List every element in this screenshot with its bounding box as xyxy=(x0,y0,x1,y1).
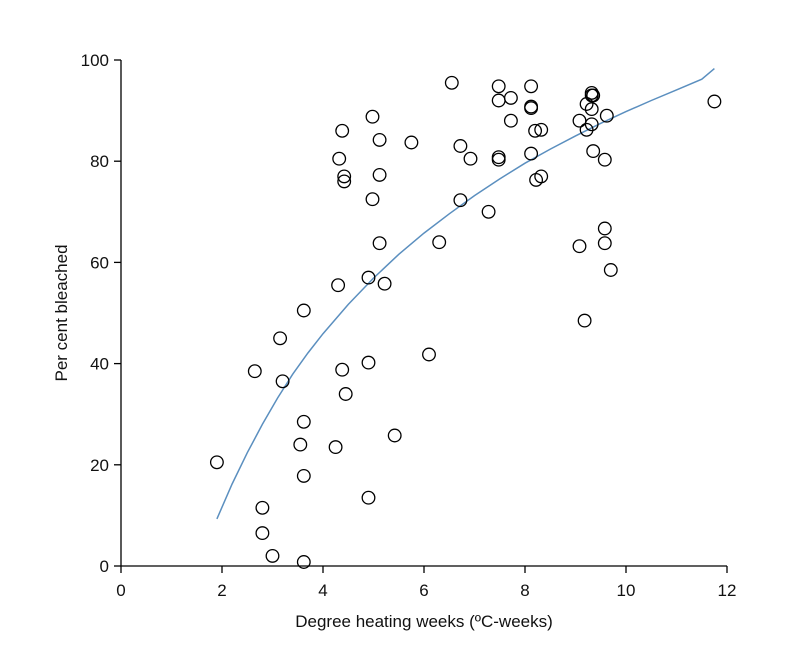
data-point xyxy=(577,313,592,328)
data-point xyxy=(337,169,352,184)
data-point xyxy=(453,139,468,153)
data-point xyxy=(586,144,601,159)
data-point xyxy=(331,278,346,293)
data-point xyxy=(332,151,347,166)
data-point xyxy=(255,500,270,515)
data-points xyxy=(209,75,722,569)
data-point xyxy=(361,355,376,370)
data-point xyxy=(365,109,380,124)
data-point xyxy=(338,387,353,401)
axes: 0 2 4 6 8 10 12 0 20 40 60 80 100 xyxy=(81,51,737,600)
data-point xyxy=(572,239,587,254)
data-point xyxy=(247,364,262,379)
data-point xyxy=(372,236,387,251)
data-point xyxy=(296,303,311,318)
data-point xyxy=(579,97,594,111)
data-point xyxy=(335,362,350,377)
data-point xyxy=(444,75,459,90)
data-point xyxy=(265,548,280,563)
data-point xyxy=(432,235,447,250)
data-point xyxy=(534,169,549,184)
data-point xyxy=(387,428,402,443)
data-point xyxy=(503,90,518,105)
data-point xyxy=(328,440,343,455)
data-point xyxy=(597,221,612,236)
x-tick-label: 4 xyxy=(318,581,327,600)
data-point xyxy=(255,526,270,541)
data-point xyxy=(707,94,722,109)
data-point xyxy=(491,93,506,108)
data-point xyxy=(524,101,539,116)
x-tick-label: 8 xyxy=(520,581,529,600)
data-point xyxy=(275,374,290,389)
data-point xyxy=(534,122,549,137)
y-tick-label: 100 xyxy=(81,51,109,70)
data-point xyxy=(293,437,308,452)
data-point xyxy=(372,132,387,147)
data-point xyxy=(404,135,419,150)
data-point xyxy=(361,490,376,505)
data-point xyxy=(528,123,543,138)
data-point xyxy=(463,151,478,166)
x-tick-label: 6 xyxy=(419,581,428,600)
data-point xyxy=(273,331,288,346)
x-tick-label: 10 xyxy=(617,581,636,600)
x-tick-label: 0 xyxy=(116,581,125,600)
data-point xyxy=(337,174,352,189)
data-point xyxy=(481,204,496,219)
y-tick-label: 0 xyxy=(100,557,109,576)
data-point xyxy=(491,152,506,167)
data-point xyxy=(597,236,612,251)
data-point xyxy=(599,108,614,123)
data-point xyxy=(453,193,468,208)
y-tick-label: 40 xyxy=(90,355,109,374)
y-tick-label: 80 xyxy=(90,152,109,171)
y-axis-label: Per cent bleached xyxy=(52,244,71,381)
y-tick-label: 20 xyxy=(90,456,109,475)
data-point xyxy=(361,270,376,285)
x-tick-label: 2 xyxy=(217,581,226,600)
data-point xyxy=(597,152,612,167)
data-point xyxy=(296,555,311,569)
data-point xyxy=(603,263,618,277)
data-point xyxy=(491,79,506,94)
x-axis-label: Degree heating weeks (ºC-weeks) xyxy=(295,612,553,631)
y-tick-label: 60 xyxy=(90,253,109,272)
data-point xyxy=(335,123,350,138)
fit-curve xyxy=(216,68,715,520)
x-tick-label: 12 xyxy=(718,581,737,600)
fit-curve-layer xyxy=(216,68,715,520)
data-point xyxy=(579,122,594,137)
data-point xyxy=(584,102,599,117)
data-point xyxy=(296,468,311,483)
data-point xyxy=(377,276,392,291)
data-point xyxy=(296,414,311,429)
data-point xyxy=(209,455,224,470)
data-point xyxy=(422,347,436,362)
data-point xyxy=(365,192,380,207)
data-point xyxy=(503,113,518,128)
data-point xyxy=(586,88,601,103)
data-point xyxy=(524,146,539,161)
data-point xyxy=(524,79,539,94)
data-point xyxy=(372,167,387,182)
data-point xyxy=(572,113,587,128)
data-point xyxy=(584,117,599,132)
